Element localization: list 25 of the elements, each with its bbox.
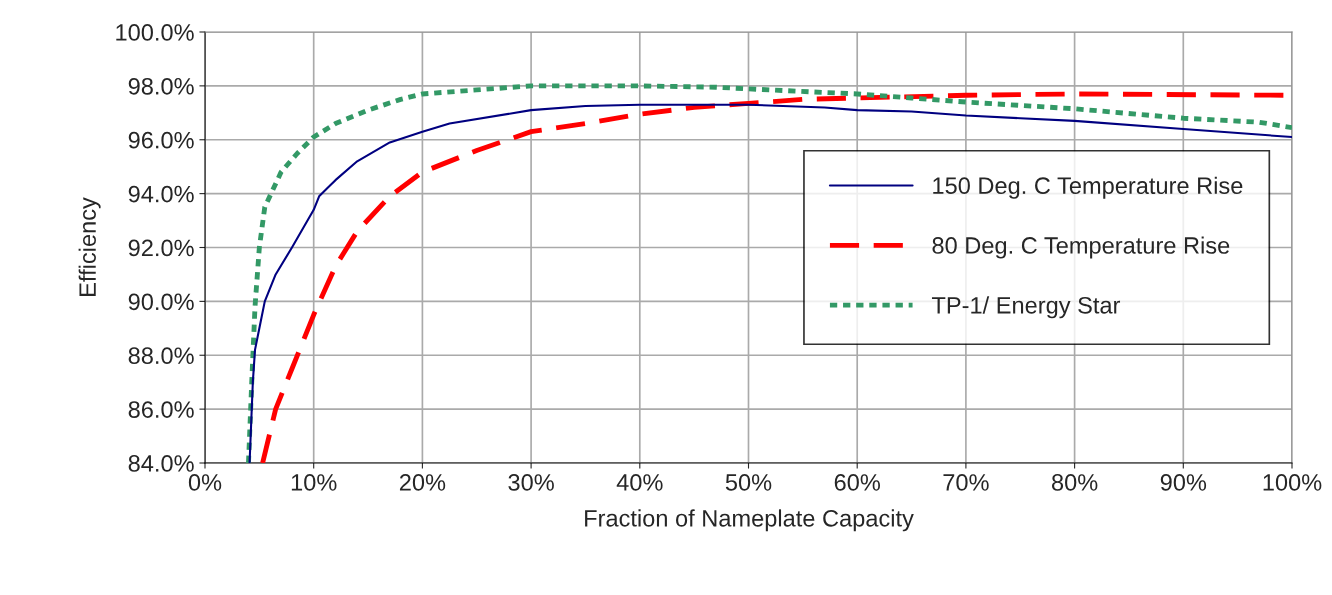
x-tick-label: 30% [508,474,554,491]
x-tick-label: 10% [291,474,337,491]
y-tick-label: 100.0% [116,24,194,41]
legend-label: TP-1/ Energy Star [931,296,1121,319]
x-tick-label: 80% [1052,474,1098,491]
y-tick-label: 90.0% [128,293,194,311]
y-axis-title: Efficiency [78,197,101,296]
y-tick-label: 96.0% [128,131,194,149]
y-tick-label: 98.0% [128,77,194,95]
x-tick-label: 40% [616,474,663,491]
legend-label: 80 Deg. C Temperature Rise [932,236,1230,259]
y-tick-label: 88.0% [128,347,194,365]
x-tick-label: 60% [834,474,880,491]
x-tick-label: 50% [725,474,772,491]
legend-label: 150 Deg. C Temperature Rise [933,176,1243,199]
y-tick-label: 86.0% [128,401,194,418]
x-axis-title: Fraction of Nameplate Capacity [585,509,914,532]
x-tick-label: 0% [188,474,222,491]
y-tick-label: 92.0% [128,239,194,257]
y-tick-label: 84.0% [128,455,194,472]
x-tick-label: 90% [1160,474,1207,491]
y-tick-label: 94.0% [128,185,194,203]
x-tick-label: 70% [943,474,989,491]
x-tick-label: 20% [399,474,446,491]
x-tick-label: 100% [1263,474,1322,491]
